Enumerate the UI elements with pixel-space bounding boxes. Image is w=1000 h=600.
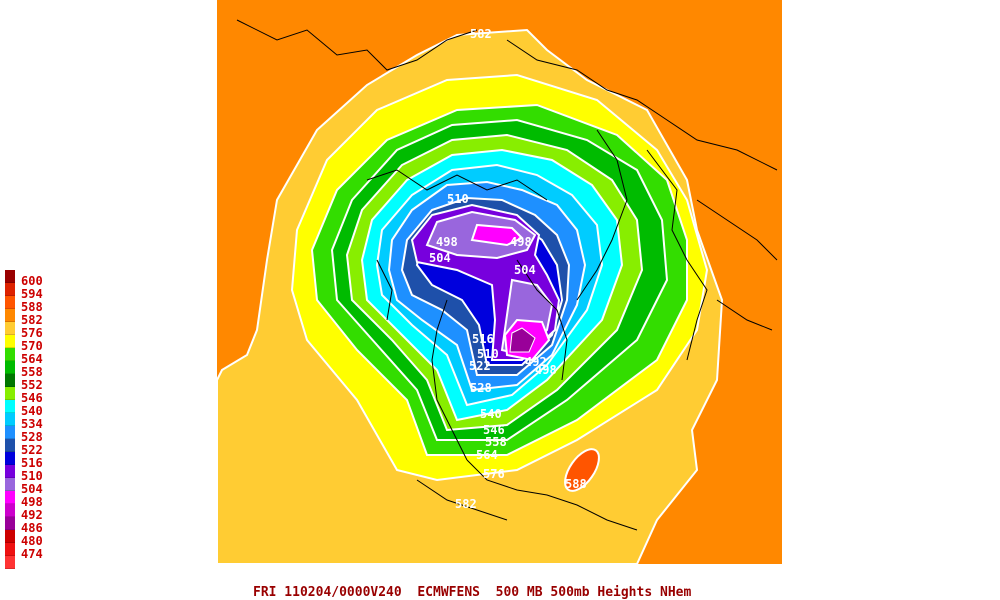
legend-label: 486	[21, 521, 43, 535]
legend-row: 600	[5, 270, 65, 288]
legend-swatch	[5, 517, 15, 530]
contour-label: 498	[510, 235, 532, 249]
legend-label: 522	[21, 443, 43, 457]
legend-swatch	[5, 296, 15, 309]
legend-row: 498	[5, 491, 65, 509]
legend-swatch	[5, 478, 15, 491]
legend-swatch	[5, 309, 15, 322]
legend-swatch	[5, 387, 15, 400]
legend-row: 588	[5, 296, 65, 314]
contour-label: 564	[476, 448, 498, 462]
legend-row: 486	[5, 517, 65, 535]
legend-label: 600	[21, 274, 43, 288]
legend-label: 480	[21, 534, 43, 548]
legend-row: 558	[5, 361, 65, 379]
legend-swatch	[5, 504, 15, 517]
legend-swatch	[5, 439, 15, 452]
legend-label: 534	[21, 417, 43, 431]
legend-label: 516	[21, 456, 43, 470]
legend-swatch	[5, 426, 15, 439]
legend-swatch	[5, 335, 15, 348]
legend-swatch	[5, 491, 15, 504]
legend-label: 498	[21, 495, 43, 509]
legend-swatch	[5, 374, 15, 387]
legend-row: 516	[5, 452, 65, 470]
legend-row: 540	[5, 400, 65, 418]
legend-row: 504	[5, 478, 65, 496]
contour-label: 576	[483, 467, 505, 481]
legend-row: 492	[5, 504, 65, 522]
contour-label: 510	[477, 347, 499, 361]
legend-label: 474	[21, 547, 43, 561]
contour-label: 516	[472, 332, 494, 346]
legend-swatch	[5, 452, 15, 465]
legend-swatch	[5, 400, 15, 413]
contour-label: 504	[514, 263, 536, 277]
legend-label: 546	[21, 391, 43, 405]
legend-label: 588	[21, 300, 43, 314]
color-legend: 600 594 588 582 576 570 564 558 552 546 540 534 528 5…	[5, 270, 65, 570]
legend-label: 564	[21, 352, 43, 366]
legend-label: 582	[21, 313, 43, 327]
legend-row: 546	[5, 387, 65, 405]
legend-swatch	[5, 348, 15, 361]
legend-row: 510	[5, 465, 65, 483]
legend-row: 564	[5, 348, 65, 366]
legend-swatch	[5, 322, 15, 335]
band-588-blob	[564, 448, 600, 492]
legend-row: 522	[5, 439, 65, 457]
contour-label: 522	[469, 359, 491, 373]
map-caption: FRI 110204/0000V240 ECMWFENS 500 MB 500m…	[253, 585, 692, 600]
legend-label: 540	[21, 404, 43, 418]
legend-label: 492	[21, 508, 43, 522]
band-486	[509, 327, 536, 353]
contour-label: 504	[429, 251, 451, 265]
legend-row: 570	[5, 335, 65, 353]
legend-label: 552	[21, 378, 43, 392]
legend-row: 528	[5, 426, 65, 444]
legend-label: 504	[21, 482, 43, 496]
legend-swatch	[5, 361, 15, 374]
contour-label: 588	[565, 477, 587, 491]
contour-label: 492	[525, 355, 547, 369]
legend-row	[5, 556, 65, 569]
band-498-north	[470, 223, 524, 247]
legend-row: 552	[5, 374, 65, 392]
map-panel: 582 510 498 498 504 504 516 510 522 492 …	[217, 0, 782, 564]
legend-swatch	[5, 556, 15, 569]
legend-swatch	[5, 543, 15, 556]
legend-row: 582	[5, 309, 65, 327]
legend-swatch	[5, 270, 15, 283]
legend-label: 528	[21, 430, 43, 444]
legend-row: 534	[5, 413, 65, 431]
legend-label: 558	[21, 365, 43, 379]
legend-swatch	[5, 283, 15, 296]
contour-label: 540	[480, 407, 502, 421]
legend-label: 570	[21, 339, 43, 353]
contour-label: 546	[483, 423, 505, 437]
legend-swatch	[5, 413, 15, 426]
legend-label: 576	[21, 326, 43, 340]
height-map: 582 510 498 498 504 504 516 510 522 492 …	[217, 0, 782, 564]
legend-row: 474	[5, 543, 65, 561]
contour-label: 582	[455, 497, 477, 511]
legend-row: 576	[5, 322, 65, 340]
legend-swatch	[5, 530, 15, 543]
legend-row: 480	[5, 530, 65, 548]
legend-swatch	[5, 465, 15, 478]
legend-label: 594	[21, 287, 43, 301]
legend-row: 594	[5, 283, 65, 301]
contour-label: 498	[535, 363, 557, 377]
legend-label: 510	[21, 469, 43, 483]
contour-label: 558	[485, 435, 507, 449]
contour-label: 510	[447, 192, 469, 206]
contour-label: 528	[470, 381, 492, 395]
contour-label: 582	[470, 27, 492, 41]
contour-label: 498	[436, 235, 458, 249]
coastlines	[236, 19, 778, 531]
